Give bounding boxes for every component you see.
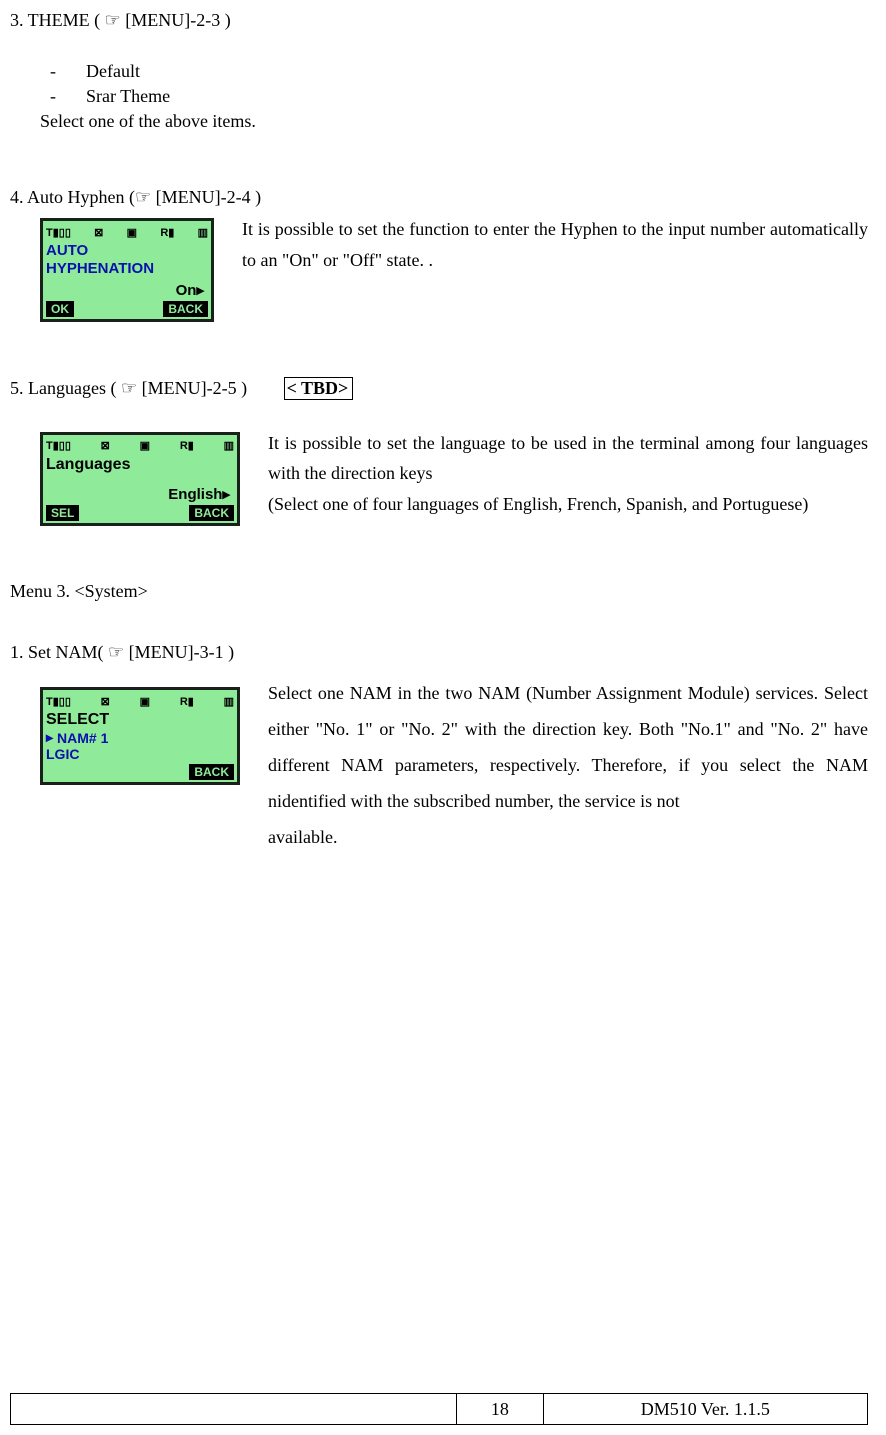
arrow-right-icon: ▸ xyxy=(46,729,53,746)
section-5-description: It is possible to set the language to be… xyxy=(268,428,868,520)
section-5-desc-2: (Select one of four languages of English… xyxy=(268,494,808,514)
section-5-desc-1: It is possible to set the language to be… xyxy=(268,433,868,484)
lcd-sub: LGIC xyxy=(46,746,234,762)
mode-icon: ▣ xyxy=(140,439,150,452)
lcd-title: SELECT xyxy=(46,712,234,729)
list-item: - Srar Theme xyxy=(50,86,868,107)
nam-desc-main: Select one NAM in the two NAM (Number As… xyxy=(268,683,868,811)
msg-icon: ⊠ xyxy=(101,695,110,708)
list-item-label: Srar Theme xyxy=(86,86,170,107)
lcd-softkeys: SEL BACK xyxy=(46,505,234,521)
mode-icon: ▣ xyxy=(127,226,137,239)
section-nam-description: Select one NAM in the two NAM (Number As… xyxy=(268,675,868,855)
lcd: T▮▯▯ ⊠ ▣ R▮ ▥ Languages English▸ SEL BAC… xyxy=(40,432,240,527)
mode-icon: ▣ xyxy=(140,695,150,708)
footer-doc-version: DM510 Ver. 1.1.5 xyxy=(544,1399,867,1420)
bullet-dash: - xyxy=(50,86,86,107)
lcd: T▮▯▯ ⊠ ▣ R▮ ▥ SELECT ▸ NAM# 1 LGIC BACK xyxy=(40,687,240,785)
page-content: 3. THEME ( ☞ [MENU]-2-3 ) - Default - Sr… xyxy=(0,0,886,1435)
lcd-softkeys: OK BACK xyxy=(46,301,208,317)
signal-icon: T▮▯▯ xyxy=(46,439,71,452)
battery-icon: ▥ xyxy=(198,226,208,239)
nam-desc-last: available. xyxy=(268,819,868,855)
section-5-heading: 5. Languages ( ☞ [MENU]-2-5 ) xyxy=(10,378,247,398)
lcd-softkeys: BACK xyxy=(46,764,234,780)
battery-icon: ▥ xyxy=(224,439,234,452)
softkey-back: BACK xyxy=(163,301,208,317)
page-footer: 18 DM510 Ver. 1.1.5 xyxy=(10,1393,868,1425)
menu-3-heading: Menu 3. <System> xyxy=(10,581,868,602)
roam-icon: R▮ xyxy=(160,226,174,239)
lcd-title: Languages xyxy=(46,457,234,474)
signal-icon: T▮▯▯ xyxy=(46,695,71,708)
section-3-instruction: Select one of the above items. xyxy=(40,111,868,132)
msg-icon: ⊠ xyxy=(101,439,110,452)
lcd-status-bar: T▮▯▯ ⊠ ▣ R▮ ▥ xyxy=(46,437,234,455)
softkey-back: BACK xyxy=(189,764,234,780)
signal-icon: T▮▯▯ xyxy=(46,226,71,239)
section-4-body: T▮▯▯ ⊠ ▣ R▮ ▥ AUTO HYPHENATION On▸ OK BA… xyxy=(10,214,868,322)
lcd-selection-label: NAM# 1 xyxy=(57,730,108,746)
lcd-title-line2: HYPHENATION xyxy=(46,261,208,277)
footer-left-cell xyxy=(11,1394,457,1424)
list-item: - Default xyxy=(50,61,868,82)
battery-icon: ▥ xyxy=(224,695,234,708)
lcd-value: On▸ xyxy=(46,281,208,299)
softkey-ok: OK xyxy=(46,301,74,317)
lcd-title-line1: AUTO xyxy=(46,243,208,259)
lcd-status-bar: T▮▯▯ ⊠ ▣ R▮ ▥ xyxy=(46,223,208,241)
softkey-sel: SEL xyxy=(46,505,79,521)
section-5-body: T▮▯▯ ⊠ ▣ R▮ ▥ Languages English▸ SEL BAC… xyxy=(10,428,868,527)
lcd: T▮▯▯ ⊠ ▣ R▮ ▥ AUTO HYPHENATION On▸ OK BA… xyxy=(40,218,214,322)
lcd-screen-languages: T▮▯▯ ⊠ ▣ R▮ ▥ Languages English▸ SEL BAC… xyxy=(40,432,240,527)
section-4-description: It is possible to set the function to en… xyxy=(242,214,868,275)
tbd-badge: < TBD> xyxy=(284,377,354,400)
list-item-label: Default xyxy=(86,61,140,82)
section-5-heading-row: 5. Languages ( ☞ [MENU]-2-5 ) < TBD> xyxy=(10,377,868,400)
section-4-heading: 4. Auto Hyphen (☞ [MENU]-2-4 ) xyxy=(10,187,868,208)
softkey-back: BACK xyxy=(189,505,234,521)
roam-icon: R▮ xyxy=(180,439,194,452)
lcd-screen-auto-hyphen: T▮▯▯ ⊠ ▣ R▮ ▥ AUTO HYPHENATION On▸ OK BA… xyxy=(40,218,214,322)
footer-page-number: 18 xyxy=(457,1394,544,1424)
section-3-heading: 3. THEME ( ☞ [MENU]-2-3 ) xyxy=(10,10,868,31)
bullet-dash: - xyxy=(50,61,86,82)
section-nam-body: T▮▯▯ ⊠ ▣ R▮ ▥ SELECT ▸ NAM# 1 LGIC BACK xyxy=(10,675,868,855)
msg-icon: ⊠ xyxy=(94,226,103,239)
lcd-selection: ▸ NAM# 1 xyxy=(46,729,234,746)
section-nam-heading: 1. Set NAM( ☞ [MENU]-3-1 ) xyxy=(10,642,868,663)
roam-icon: R▮ xyxy=(180,695,194,708)
lcd-value: English▸ xyxy=(46,485,234,503)
lcd-status-bar: T▮▯▯ ⊠ ▣ R▮ ▥ xyxy=(46,692,234,710)
lcd-screen-nam: T▮▯▯ ⊠ ▣ R▮ ▥ SELECT ▸ NAM# 1 LGIC BACK xyxy=(40,687,240,785)
